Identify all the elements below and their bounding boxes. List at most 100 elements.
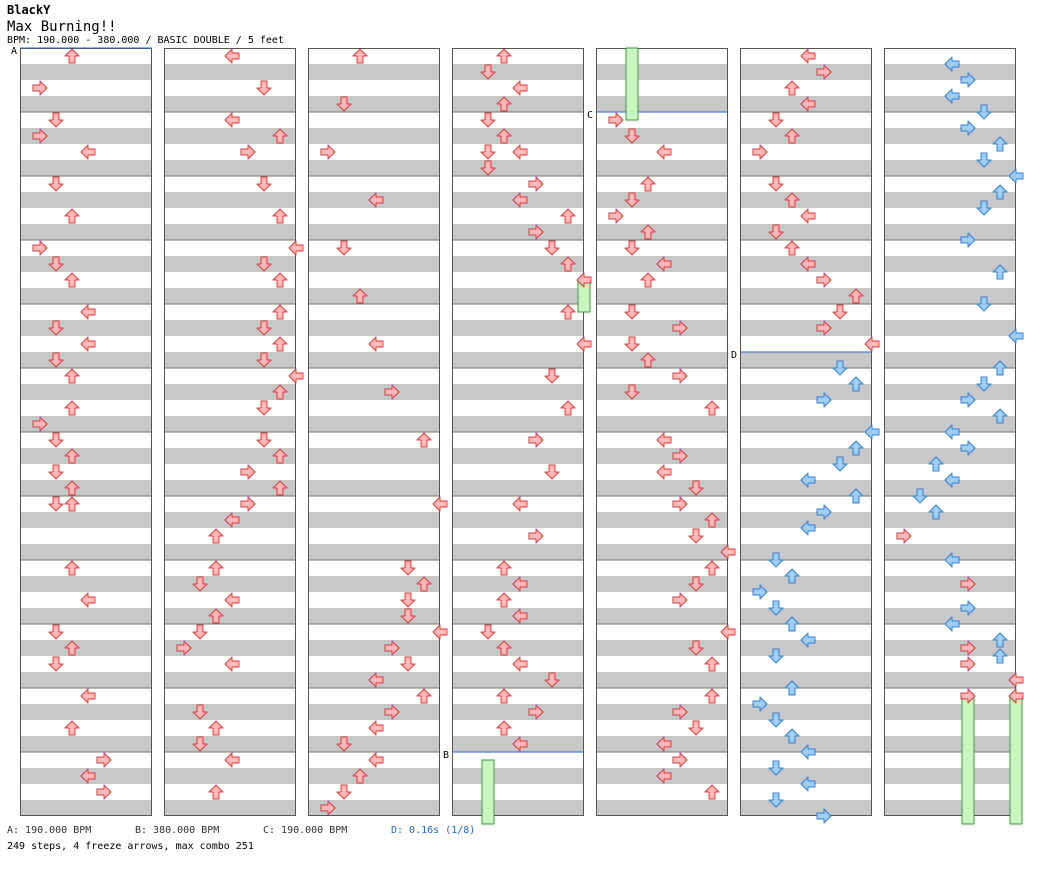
step-arrow: [800, 632, 816, 648]
beat-band: [20, 384, 152, 400]
step-arrow: [672, 496, 688, 512]
step-arrow: [80, 144, 96, 160]
step-arrow: [752, 584, 768, 600]
step-arrow: [704, 512, 720, 528]
step-arrow: [496, 592, 512, 608]
step-arrow: [384, 384, 400, 400]
step-arrow: [512, 576, 528, 592]
beat-band: [20, 640, 152, 656]
step-arrow: [944, 472, 960, 488]
step-arrow: [48, 176, 64, 192]
beat-band: [596, 224, 728, 240]
beat-band: [164, 288, 296, 304]
beat-band: [308, 352, 440, 368]
step-arrow: [240, 496, 256, 512]
speed-marker-label: A: [11, 46, 17, 57]
step-arrow: [272, 128, 288, 144]
freeze-arrow: [1009, 695, 1023, 825]
freeze-arrow: [481, 759, 495, 825]
beat-band: [740, 672, 872, 688]
beat-band: [20, 416, 152, 432]
step-arrow: [928, 456, 944, 472]
step-arrow: [560, 208, 576, 224]
step-arrow: [976, 200, 992, 216]
step-arrow: [768, 600, 784, 616]
step-arrow: [864, 336, 880, 352]
beat-band: [740, 320, 872, 336]
step-arrow: [720, 544, 736, 560]
step-arrow: [384, 704, 400, 720]
beat-band: [452, 160, 584, 176]
beat-band: [740, 480, 872, 496]
step-arrow: [272, 272, 288, 288]
beat-band: [884, 512, 1016, 528]
beat-band: [452, 288, 584, 304]
step-arrow: [80, 768, 96, 784]
step-arrow: [992, 632, 1008, 648]
step-arrow: [976, 152, 992, 168]
step-arrow: [32, 80, 48, 96]
step-arrow: [256, 176, 272, 192]
beat-band: [884, 64, 1016, 80]
column-border: [596, 48, 728, 816]
step-arrow: [960, 392, 976, 408]
beat-band: [596, 512, 728, 528]
beat-band: [164, 736, 296, 752]
step-arrow: [480, 144, 496, 160]
beat-band: [452, 800, 584, 816]
step-arrow: [528, 432, 544, 448]
step-arrow: [992, 264, 1008, 280]
beat-band: [740, 288, 872, 304]
bpm-legend-a: A: 190.000 BPM: [7, 825, 92, 836]
beat-band: [308, 480, 440, 496]
step-arrow: [48, 624, 64, 640]
step-arrow: [32, 128, 48, 144]
step-arrow: [64, 640, 80, 656]
step-arrow: [656, 464, 672, 480]
step-arrow: [272, 480, 288, 496]
step-arrow: [48, 432, 64, 448]
step-arrow: [224, 512, 240, 528]
beat-band: [884, 608, 1016, 624]
step-arrow: [320, 800, 336, 816]
beat-band: [596, 160, 728, 176]
beat-band: [596, 96, 728, 112]
step-arrow: [704, 784, 720, 800]
step-arrow: [544, 672, 560, 688]
step-arrow: [416, 576, 432, 592]
step-arrow: [192, 736, 208, 752]
step-arrow: [784, 192, 800, 208]
step-arrow: [256, 80, 272, 96]
step-arrow: [256, 400, 272, 416]
beat-band: [164, 192, 296, 208]
speed-marker-label: D: [731, 350, 737, 361]
beat-band: [20, 224, 152, 240]
step-arrow: [688, 720, 704, 736]
step-arrow: [400, 656, 416, 672]
step-arrow: [512, 656, 528, 672]
beat-band: [884, 704, 1016, 720]
step-arrow: [480, 112, 496, 128]
step-arrow: [544, 368, 560, 384]
beat-band: [884, 768, 1016, 784]
step-arrow: [944, 552, 960, 568]
step-arrow: [768, 712, 784, 728]
step-arrow: [64, 208, 80, 224]
step-arrow: [1008, 688, 1024, 704]
beat-band: [740, 160, 872, 176]
step-arrow: [528, 528, 544, 544]
step-arrow: [256, 432, 272, 448]
beat-band: [308, 64, 440, 80]
chart-info: BPM: 190.000 - 380.000 / BASIC DOUBLE / …: [7, 35, 284, 46]
step-arrow: [272, 304, 288, 320]
beat-band: [596, 384, 728, 400]
step-arrow: [352, 768, 368, 784]
step-arrow: [800, 520, 816, 536]
speed-marker-label: C: [587, 110, 593, 121]
step-arrow: [528, 224, 544, 240]
beat-band: [740, 224, 872, 240]
step-arrow: [768, 176, 784, 192]
step-arrow: [496, 128, 512, 144]
step-arrow: [288, 240, 304, 256]
